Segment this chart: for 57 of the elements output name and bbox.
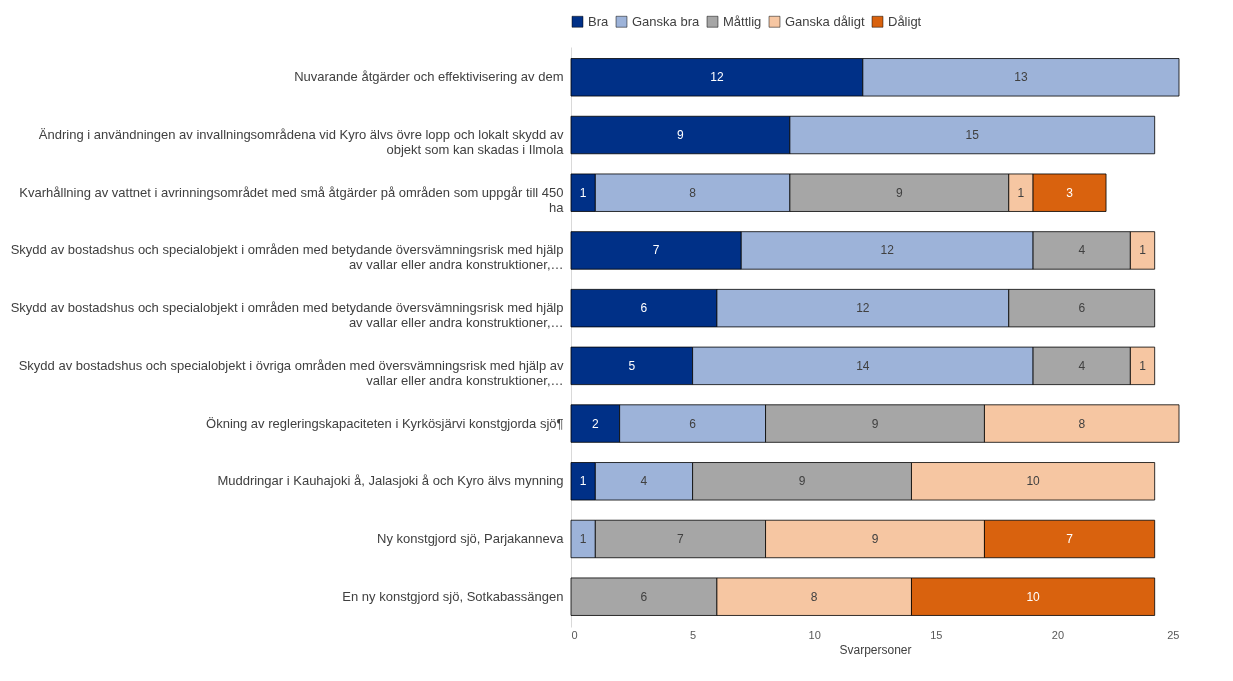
data-label: 15 xyxy=(965,128,980,143)
data-label: 1 xyxy=(579,185,587,200)
data-label: 9 xyxy=(677,128,685,143)
legend-label: Ganska bra xyxy=(632,13,700,29)
data-label: 6 xyxy=(640,589,648,604)
data-label: 9 xyxy=(798,474,806,489)
data-label: 9 xyxy=(895,185,903,200)
legend-label: Dåligt xyxy=(888,13,922,29)
data-label: 5 xyxy=(628,358,636,373)
y-tick-label: Ändring i användningen av invallningsområdena vid Kyro älvs övre lopp och lokalt skydd av objekt som kan skadas i Ilmola xyxy=(38,127,565,158)
data-label: 12 xyxy=(880,243,895,258)
legend-label: Bra xyxy=(588,13,609,29)
data-label: 1 xyxy=(1139,358,1147,373)
x-tick-label: 5 xyxy=(690,628,697,641)
legend-label: Måttlig xyxy=(723,13,762,29)
data-label: 10 xyxy=(1026,589,1041,604)
data-label: 6 xyxy=(640,301,648,316)
y-tick-label: Skydd av bostadshus och specialobjekt i områden med betydande översvämningsrisk med hjälp av vallar eller andra konstruktioner,… xyxy=(10,300,564,331)
data-label: 4 xyxy=(640,474,648,489)
y-tick-label: Muddringar i Kauhajoki å, Jalasjoki å och Kyro älvs mynning xyxy=(217,473,564,489)
x-tick-label: 20 xyxy=(1051,628,1065,641)
data-label: 8 xyxy=(689,185,697,200)
data-label: 6 xyxy=(689,416,697,431)
y-tick-label: Nuvarande åtgärder och effektivisering av dem xyxy=(294,69,564,85)
legend-label: Ganska dåligt xyxy=(785,13,865,29)
data-label: 7 xyxy=(677,531,685,546)
data-label: 9 xyxy=(871,531,879,546)
x-axis-title: Svarpersoner xyxy=(839,642,912,657)
data-label: 8 xyxy=(1078,416,1086,431)
data-label: 1 xyxy=(579,474,587,489)
data-label: 4 xyxy=(1078,358,1086,373)
x-tick-label: 0 xyxy=(571,628,578,641)
y-tick-label: Ökning av regleringskapaciteten i Kyrkösjärvi konstgjorda sjö¶ xyxy=(206,415,564,431)
data-label: 14 xyxy=(856,358,870,373)
y-tick-label: Skydd av bostadshus och specialobjekt i områden med betydande översvämningsrisk med hjälp av vallar eller andra konstruktioner,… xyxy=(10,242,564,273)
data-label: 12 xyxy=(710,70,724,85)
data-label: 1 xyxy=(1139,243,1147,258)
data-label: 10 xyxy=(1026,474,1041,489)
y-tick-label: Skydd av bostadshus och specialobjekt i övriga områden med översvämningsrisk med hjälp av vallar eller andra konstruktioner,… xyxy=(18,357,564,388)
data-label: 3 xyxy=(1066,185,1074,200)
y-tick-label: En ny konstgjord sjö, Sotkabassängen xyxy=(342,588,564,604)
data-label: 2 xyxy=(591,416,599,431)
data-label: 6 xyxy=(1078,301,1086,316)
data-label: 7 xyxy=(652,243,660,258)
data-label: 1 xyxy=(579,531,587,546)
x-tick-label: 25 xyxy=(1167,628,1180,641)
y-tick-label: Kvarhållning av vattnet i avrinningsområdet med små åtgärder på områden som uppgår till 450 ha xyxy=(19,184,565,215)
x-tick-label: 15 xyxy=(930,628,943,641)
data-label: 7 xyxy=(1066,531,1074,546)
data-label: 1 xyxy=(1017,185,1025,200)
data-label: 9 xyxy=(871,416,879,431)
data-label: 8 xyxy=(810,589,818,604)
data-label: 12 xyxy=(856,301,870,316)
data-label: 13 xyxy=(1014,70,1028,85)
x-tick-label: 10 xyxy=(808,628,821,641)
data-label: 4 xyxy=(1078,243,1086,258)
y-tick-label: Ny konstgjord sjö, Parjakanneva xyxy=(377,530,565,546)
